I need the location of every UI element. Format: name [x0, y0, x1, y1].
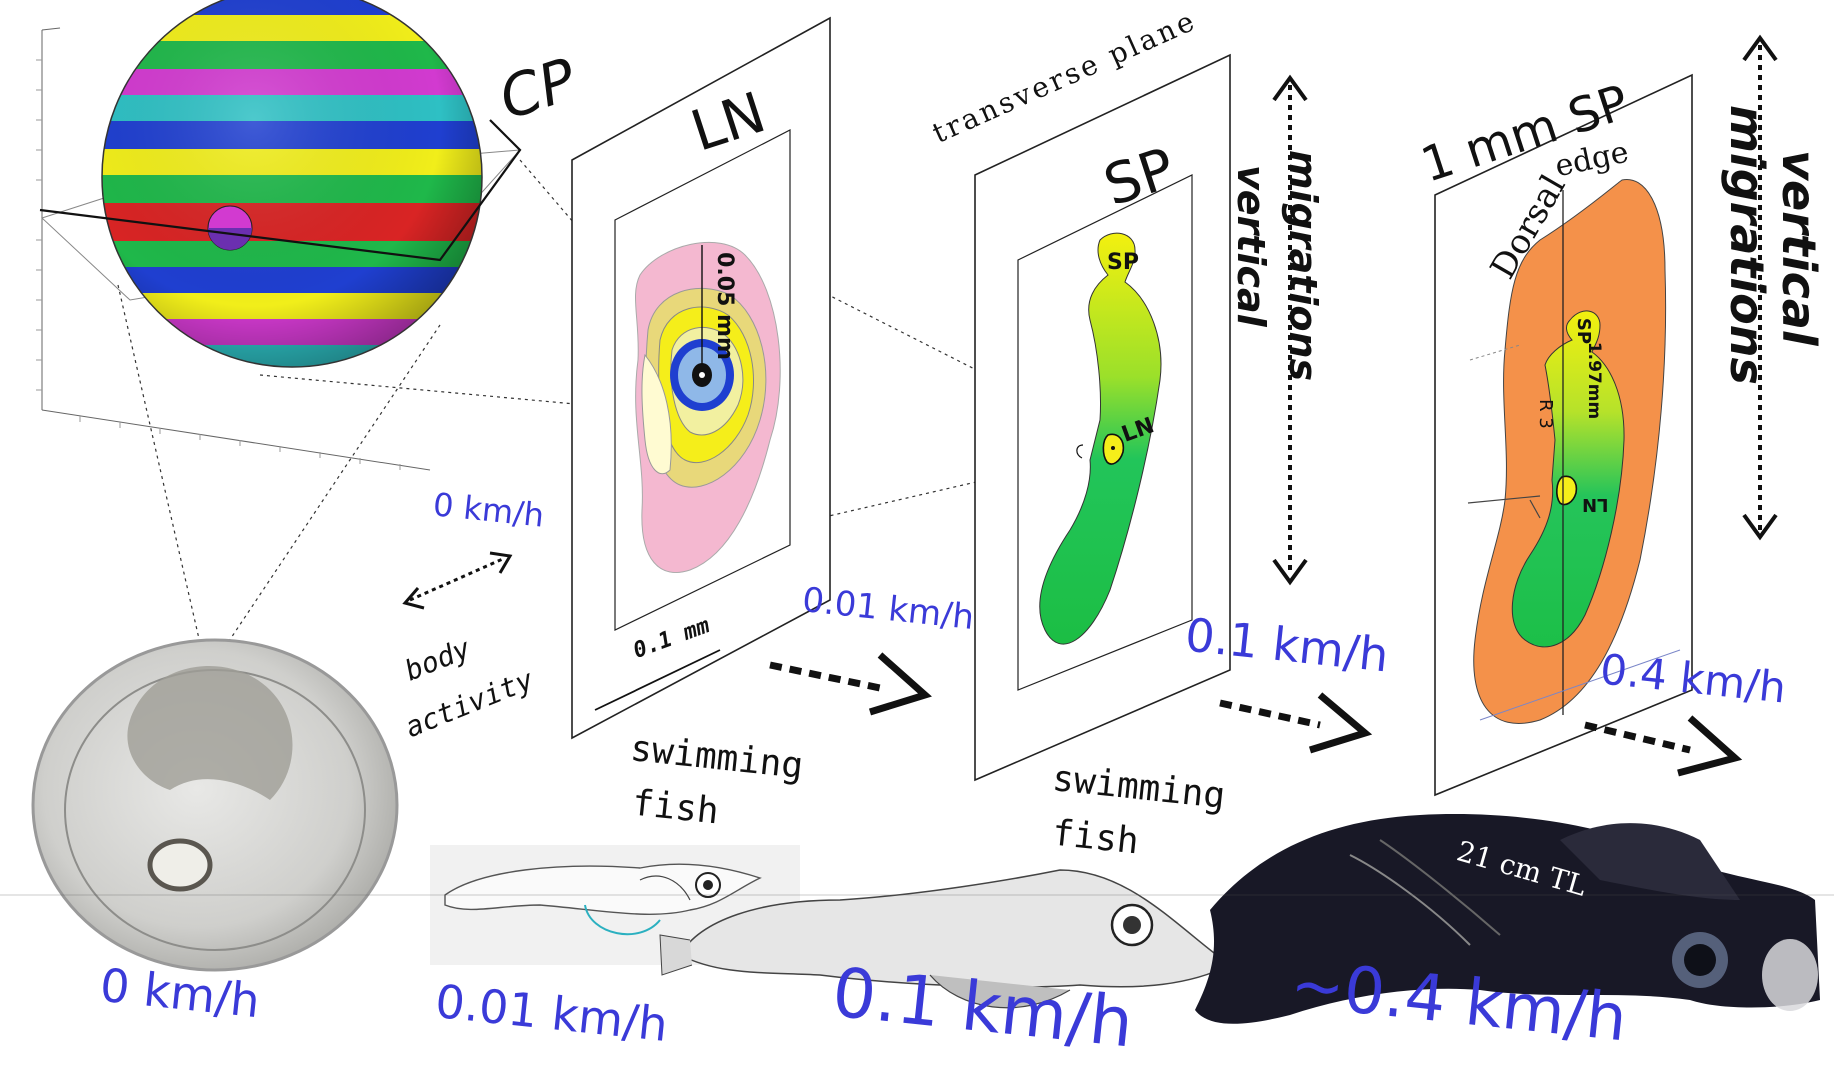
- cp-sphere: [102, 0, 482, 367]
- vertical-migrations-2a: vertical: [1772, 150, 1826, 346]
- ln-panel: [571, 16, 831, 740]
- progress-arrow-2: [1219, 692, 1373, 754]
- vertical-migrations-1a: vertical: [1229, 165, 1273, 327]
- sp1mm-sp-tag: SP: [1573, 317, 1595, 345]
- adult-fish: [1195, 814, 1820, 1024]
- progress-arrow-3: [1584, 715, 1743, 777]
- cp-plane: [39, 119, 522, 262]
- vertical-migrations-2b: migrations: [1720, 105, 1774, 385]
- sp1mm-measure: 1.97mm: [1584, 341, 1605, 420]
- swimming-fish-2b: fish: [1050, 812, 1141, 863]
- vertical-arrow-1: [1272, 74, 1308, 586]
- cp-pupil: [207, 205, 253, 251]
- vertical-arrow-2: [1742, 34, 1778, 541]
- sp1mm-r-tag: R 3: [1534, 399, 1556, 429]
- sp-tag: SP: [1107, 250, 1139, 275]
- swimming-fish-1b: fish: [630, 782, 721, 833]
- egg-image: [31, 638, 399, 972]
- sp1mm-panel: [1434, 73, 1693, 797]
- cp-sphere-outline: [101, 0, 483, 368]
- sp-panel: [974, 53, 1231, 782]
- sp1mm-ln-tag: LN: [1582, 494, 1609, 515]
- ln-inner-scale: 0.05 mm: [711, 252, 737, 360]
- juvenile-sketch: [659, 869, 1232, 1009]
- progress-arrow-1: [769, 652, 932, 716]
- body-activity-arrow: [402, 551, 513, 610]
- vertical-migrations-1b: migrations: [1281, 150, 1325, 382]
